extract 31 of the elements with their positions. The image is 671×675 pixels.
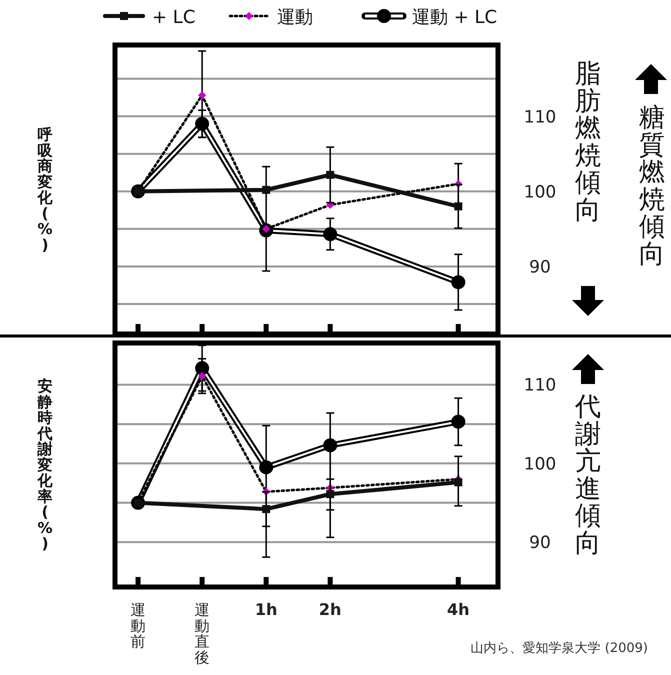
y-tick-label: 110	[524, 376, 556, 396]
text: 糖質燃焼傾向	[639, 103, 665, 270]
x-tick-label: 運動前	[130, 601, 146, 650]
point	[262, 505, 270, 514]
point	[198, 372, 206, 380]
point	[326, 490, 334, 498]
legend-label: 運動	[277, 7, 313, 28]
y-tick-label: 100	[524, 182, 556, 202]
y-tick-label: 100	[524, 454, 556, 474]
legend-label: 運動 + LC	[412, 7, 498, 28]
x-tick-label: 運動直後	[194, 601, 210, 666]
point	[454, 202, 462, 210]
x-tick-label: 4h	[447, 600, 470, 619]
point	[198, 91, 206, 100]
y-tick-label: 110	[524, 107, 556, 128]
point	[262, 186, 270, 194]
text: 代謝亢進傾向	[574, 392, 601, 558]
point	[451, 275, 466, 290]
point	[326, 170, 334, 179]
text: 脂肪燃焼傾向	[575, 59, 601, 226]
x-tick-label: 1h	[254, 600, 278, 619]
x-tick-label: 2h	[318, 600, 342, 619]
y-axis-title: 呼吸商変化(%)	[36, 126, 54, 254]
legend-label: + LC	[152, 7, 196, 28]
text: 山内ら、愛知学泉大学 (2009)	[470, 641, 648, 656]
point	[454, 478, 462, 486]
y-tick-label: 90	[529, 257, 551, 278]
point	[323, 227, 338, 242]
y-tick-label: 90	[529, 533, 551, 554]
text: 安静時代謝変化率(%)	[37, 377, 53, 552]
point	[451, 414, 466, 429]
